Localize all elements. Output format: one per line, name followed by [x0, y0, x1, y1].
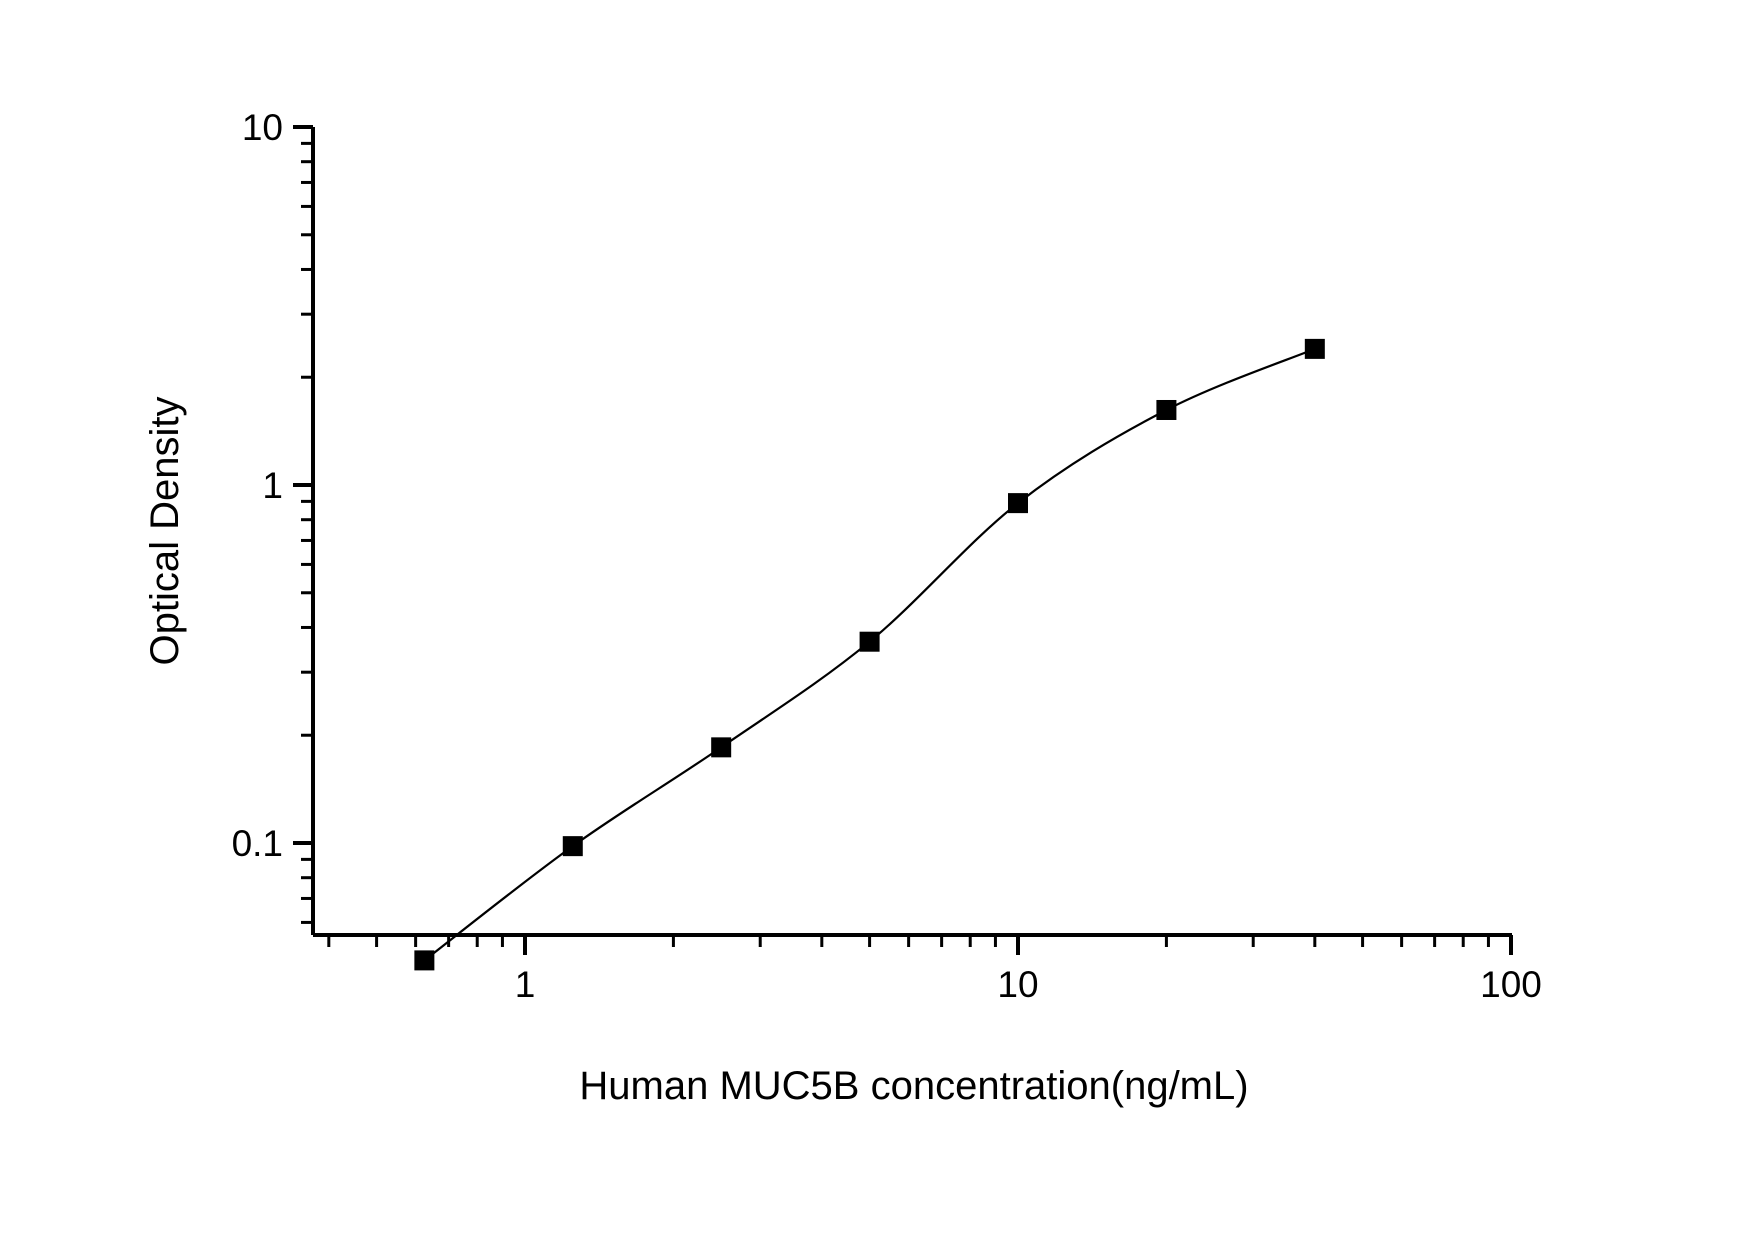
- data-point-marker: [562, 836, 583, 857]
- data-point-markers: [414, 338, 1325, 971]
- x-axis-tick-labels: 1 10 100: [515, 964, 1542, 1005]
- axes-group: [311, 127, 1512, 937]
- y-axis-ticks: [293, 125, 313, 924]
- x-tick-label: 1: [515, 964, 536, 1005]
- y-tick-label: 10: [242, 107, 283, 148]
- data-point-marker: [1156, 399, 1177, 420]
- y-axis-title: Optical Density: [143, 397, 187, 666]
- x-axis-title: Human MUC5B concentration(ng/mL): [579, 1064, 1248, 1108]
- y-tick-label: 0.1: [232, 823, 283, 864]
- data-point-marker: [414, 950, 435, 971]
- y-tick-label: 1: [262, 465, 283, 506]
- fitted-curve: [423, 347, 1316, 962]
- data-point-marker: [1304, 338, 1325, 359]
- data-point-marker: [711, 737, 732, 758]
- x-axis-ticks: [327, 935, 1513, 955]
- data-point-marker: [859, 631, 880, 652]
- x-tick-label: 10: [997, 964, 1038, 1005]
- y-axis-tick-labels: 10 1 0.1: [232, 107, 283, 864]
- data-point-marker: [1008, 493, 1028, 514]
- x-tick-label: 100: [1480, 964, 1542, 1005]
